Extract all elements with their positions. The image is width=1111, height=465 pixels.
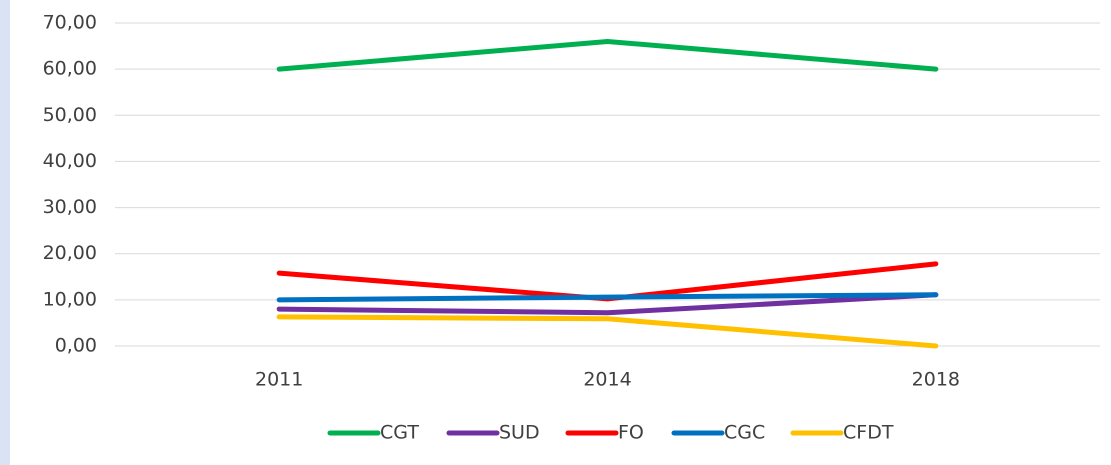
legend-label: FO bbox=[618, 422, 644, 444]
line-series bbox=[276, 292, 939, 303]
y-tick-label: 40,00 bbox=[43, 150, 97, 172]
y-tick-label: 70,00 bbox=[43, 12, 97, 34]
left-border bbox=[0, 0, 10, 465]
x-tick-label: 2011 bbox=[255, 369, 303, 391]
y-tick-label: 0,00 bbox=[55, 335, 97, 357]
x-tick-label: 2018 bbox=[912, 369, 960, 391]
y-tick-label: 60,00 bbox=[43, 58, 97, 80]
legend-label: CGT bbox=[380, 422, 419, 444]
line-series bbox=[276, 292, 939, 316]
legend-label: CFDT bbox=[843, 422, 894, 444]
y-tick-label: 50,00 bbox=[43, 104, 97, 126]
legend-label: SUD bbox=[499, 422, 540, 444]
line-series bbox=[276, 314, 939, 349]
y-tick-label: 10,00 bbox=[43, 288, 97, 310]
x-tick-label: 2014 bbox=[583, 369, 631, 391]
y-tick-label: 30,00 bbox=[43, 196, 97, 218]
y-tick-label: 20,00 bbox=[43, 242, 97, 264]
line-series bbox=[276, 38, 939, 72]
legend-label: CGC bbox=[724, 422, 765, 444]
